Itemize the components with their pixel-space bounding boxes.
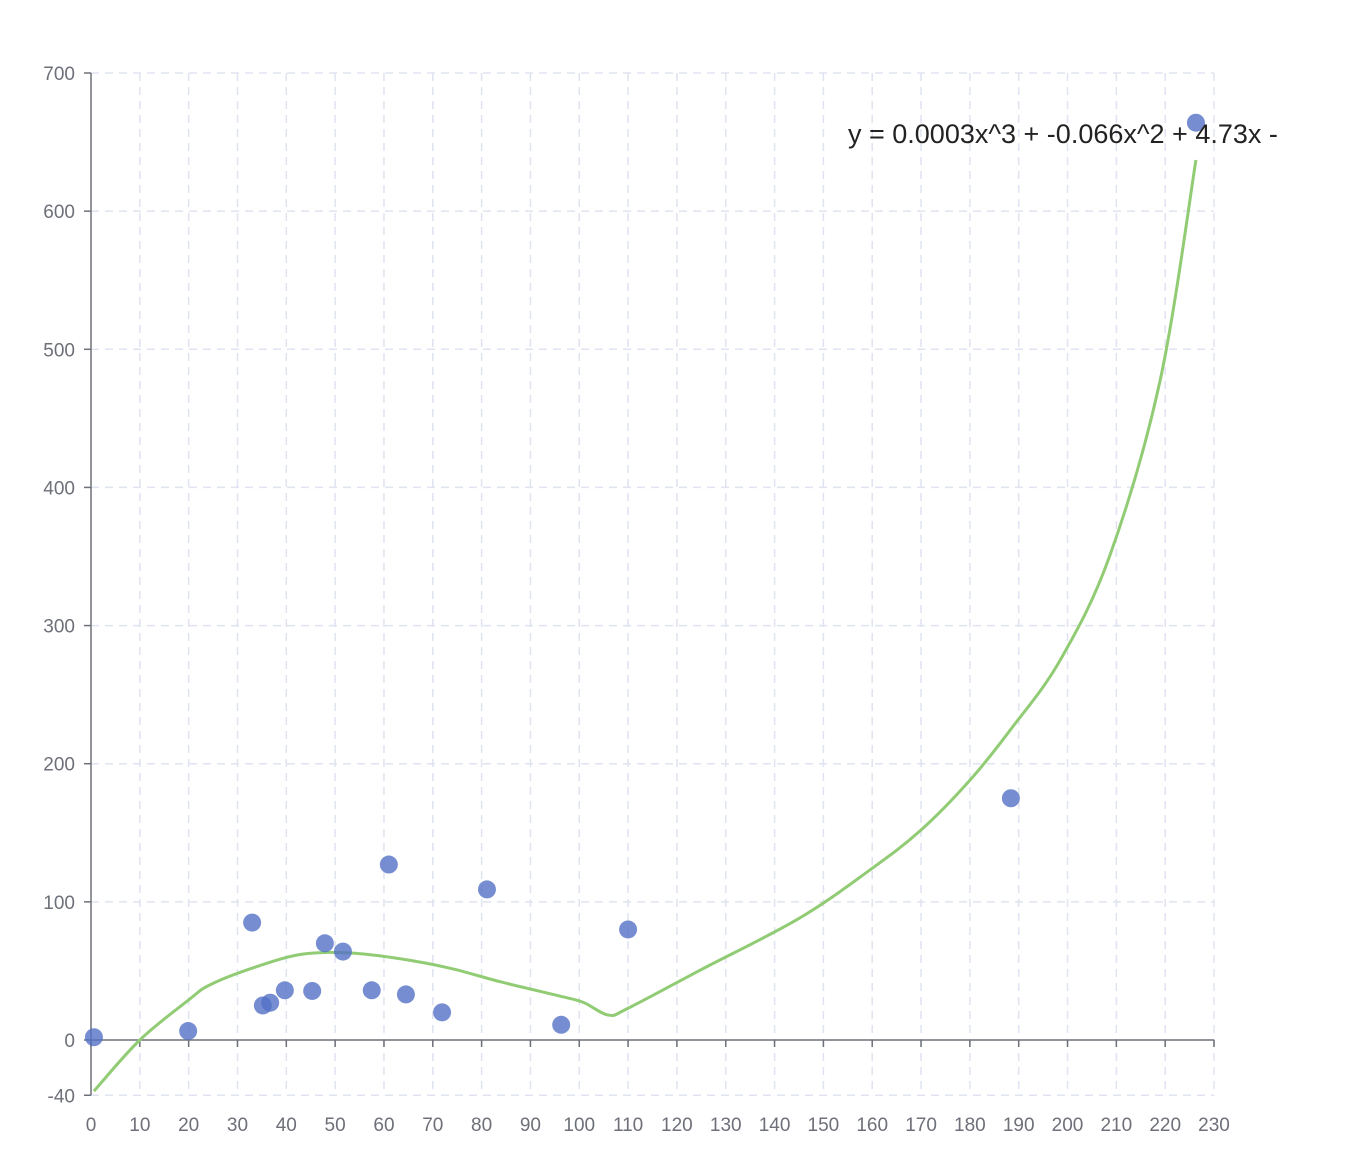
x-tick-label: 110: [613, 1115, 643, 1136]
scatter-point[interactable]: [1001, 789, 1020, 808]
regression-curve-layer: [92, 159, 1198, 1093]
x-tick-label: 20: [178, 1115, 199, 1136]
x-tick-label: 170: [905, 1115, 937, 1136]
scatter-point[interactable]: [396, 985, 415, 1004]
scatter-point[interactable]: [261, 993, 280, 1012]
scatter-point[interactable]: [333, 942, 352, 961]
x-tick-label: 220: [1149, 1115, 1181, 1136]
scatter-points: [84, 113, 1205, 1047]
scatter-point[interactable]: [433, 1003, 452, 1022]
scatter-point[interactable]: [275, 981, 294, 1000]
x-tick-label: 120: [661, 1115, 693, 1136]
scatter-point[interactable]: [315, 934, 334, 953]
x-tick-label: 60: [373, 1115, 394, 1136]
x-tick-label: 10: [129, 1115, 150, 1136]
y-tick-label: -40: [48, 1086, 75, 1107]
y-tick-label: 300: [43, 617, 75, 638]
axes: 0 10 20 30 40 50 60 70 80 90 100 110 120 130 140 150 160…: [43, 64, 1230, 1136]
x-tick-label: 210: [1100, 1115, 1132, 1136]
x-tick-label: 140: [759, 1115, 791, 1136]
scatter-point[interactable]: [303, 981, 322, 1000]
y-tick-label: 0: [64, 1031, 75, 1052]
y-tick-label: 600: [43, 202, 75, 223]
x-tick-label: 30: [227, 1115, 248, 1136]
regression-curve: [92, 159, 1198, 1093]
y-tick-label: 500: [43, 340, 75, 361]
y-tick-label: 700: [43, 64, 75, 85]
x-tick-label: 40: [276, 1115, 297, 1136]
scatter-point[interactable]: [619, 920, 638, 939]
scatter-point[interactable]: [179, 1022, 198, 1041]
x-tick-label: 160: [856, 1115, 888, 1136]
x-tick-label: 200: [1052, 1115, 1084, 1136]
x-tick-label: 100: [563, 1115, 595, 1136]
regression-equation-label: y = 0.0003x^3 + -0.066x^2 + 4.73x -: [848, 119, 1278, 149]
grid: [91, 72, 1215, 1097]
x-tick-label: 80: [471, 1115, 492, 1136]
scatter-point[interactable]: [552, 1015, 571, 1034]
x-tick-label: 230: [1198, 1115, 1230, 1136]
scatter-point[interactable]: [243, 913, 262, 932]
scatter-point[interactable]: [362, 981, 381, 1000]
y-tick-label: 200: [43, 755, 75, 776]
x-tick-label: 50: [325, 1115, 346, 1136]
x-tick-label: 150: [808, 1115, 840, 1136]
y-tick-label: 100: [43, 893, 75, 914]
scatter-point[interactable]: [379, 855, 398, 874]
x-tick-label: 90: [520, 1115, 541, 1136]
scatter-point[interactable]: [477, 880, 496, 899]
x-tick-label: 130: [710, 1115, 742, 1136]
scatter-point[interactable]: [1186, 113, 1205, 132]
x-tick-label: 0: [86, 1115, 97, 1136]
scatter-point[interactable]: [84, 1028, 103, 1047]
y-tick-label: 400: [43, 478, 75, 499]
x-tick-label: 190: [1003, 1115, 1035, 1136]
x-tick-label: 180: [954, 1115, 986, 1136]
x-tick-label: 70: [422, 1115, 443, 1136]
